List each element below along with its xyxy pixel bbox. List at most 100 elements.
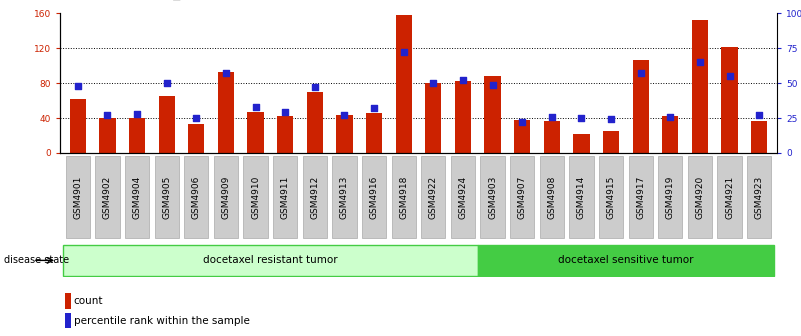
Bar bbox=[722, 47, 738, 153]
Point bbox=[101, 113, 114, 118]
Text: GSM4921: GSM4921 bbox=[725, 176, 734, 219]
Text: GSM4913: GSM4913 bbox=[340, 176, 349, 219]
Bar bbox=[70, 99, 86, 153]
Bar bbox=[544, 121, 560, 153]
Bar bbox=[540, 156, 564, 238]
Point bbox=[634, 71, 647, 76]
Bar bbox=[362, 156, 386, 238]
Text: GSM4916: GSM4916 bbox=[369, 176, 379, 219]
Bar bbox=[218, 72, 234, 153]
Text: GSM4907: GSM4907 bbox=[517, 176, 527, 219]
Bar bbox=[188, 124, 204, 153]
Bar bbox=[248, 112, 264, 153]
Bar bbox=[129, 118, 145, 153]
Text: GSM4910: GSM4910 bbox=[251, 176, 260, 219]
Point bbox=[308, 85, 321, 90]
Point bbox=[486, 82, 499, 87]
Point bbox=[71, 83, 84, 89]
Text: GSM4918: GSM4918 bbox=[399, 176, 409, 219]
Text: docetaxel resistant tumor: docetaxel resistant tumor bbox=[203, 255, 338, 265]
Text: count: count bbox=[74, 296, 103, 306]
Bar bbox=[658, 156, 682, 238]
Bar bbox=[599, 156, 623, 238]
Bar bbox=[747, 156, 771, 238]
Point bbox=[694, 59, 706, 65]
Bar bbox=[629, 156, 653, 238]
Bar bbox=[751, 121, 767, 153]
Bar bbox=[510, 156, 534, 238]
Text: GSM4924: GSM4924 bbox=[458, 176, 468, 219]
Bar bbox=[451, 156, 475, 238]
Bar bbox=[214, 156, 238, 238]
Bar bbox=[332, 156, 356, 238]
Point bbox=[753, 113, 766, 118]
Point bbox=[397, 50, 410, 55]
Bar bbox=[95, 156, 119, 238]
Bar bbox=[99, 118, 115, 153]
Text: GSM4914: GSM4914 bbox=[577, 176, 586, 219]
Text: percentile rank within the sample: percentile rank within the sample bbox=[74, 316, 249, 326]
Point bbox=[160, 81, 173, 86]
Bar bbox=[421, 156, 445, 238]
Bar bbox=[485, 76, 501, 153]
Bar bbox=[455, 81, 471, 153]
Bar bbox=[718, 156, 742, 238]
Text: disease state: disease state bbox=[4, 255, 69, 265]
Bar bbox=[425, 83, 441, 153]
Point bbox=[575, 115, 588, 121]
Text: GSM4908: GSM4908 bbox=[547, 176, 557, 219]
Bar bbox=[692, 20, 708, 153]
Point bbox=[338, 113, 351, 118]
Bar bbox=[303, 156, 327, 238]
Bar bbox=[307, 92, 323, 153]
Bar bbox=[273, 156, 297, 238]
Point bbox=[516, 120, 529, 125]
Point bbox=[723, 74, 736, 79]
Point bbox=[279, 110, 292, 115]
Bar bbox=[481, 156, 505, 238]
Text: GSM4923: GSM4923 bbox=[755, 176, 763, 219]
Point bbox=[664, 114, 677, 119]
Text: GSM4912: GSM4912 bbox=[310, 176, 320, 219]
Point bbox=[605, 117, 618, 122]
Point bbox=[457, 78, 469, 83]
Bar bbox=[125, 156, 149, 238]
Point bbox=[219, 71, 232, 76]
Bar bbox=[277, 116, 293, 153]
Bar bbox=[477, 245, 774, 276]
Point bbox=[249, 104, 262, 110]
Bar bbox=[63, 245, 477, 276]
Bar bbox=[66, 156, 90, 238]
Bar bbox=[184, 156, 208, 238]
Bar bbox=[688, 156, 712, 238]
Text: docetaxel sensitive tumor: docetaxel sensitive tumor bbox=[558, 255, 694, 265]
Bar bbox=[159, 96, 175, 153]
Text: GSM4911: GSM4911 bbox=[280, 176, 290, 219]
Bar bbox=[336, 115, 352, 153]
Text: GSM4917: GSM4917 bbox=[636, 176, 645, 219]
Bar bbox=[366, 113, 382, 153]
Point bbox=[131, 111, 143, 117]
Text: GSM4909: GSM4909 bbox=[221, 176, 231, 219]
Text: GSM4901: GSM4901 bbox=[74, 176, 83, 219]
Point bbox=[427, 81, 440, 86]
Bar bbox=[570, 156, 594, 238]
Text: GSM4920: GSM4920 bbox=[695, 176, 704, 219]
Bar bbox=[603, 131, 619, 153]
Text: GSM4904: GSM4904 bbox=[133, 176, 142, 219]
Point bbox=[545, 114, 558, 119]
Bar bbox=[633, 59, 649, 153]
Bar bbox=[574, 134, 590, 153]
Bar bbox=[244, 156, 268, 238]
Point bbox=[368, 106, 380, 111]
Point bbox=[190, 115, 203, 121]
Text: GSM4906: GSM4906 bbox=[192, 176, 201, 219]
Text: GSM4915: GSM4915 bbox=[606, 176, 616, 219]
Bar bbox=[65, 313, 70, 328]
Text: GSM4903: GSM4903 bbox=[488, 176, 497, 219]
Text: GSM4922: GSM4922 bbox=[429, 176, 438, 219]
Bar bbox=[392, 156, 416, 238]
Bar bbox=[65, 293, 70, 308]
Bar bbox=[155, 156, 179, 238]
Bar bbox=[662, 116, 678, 153]
